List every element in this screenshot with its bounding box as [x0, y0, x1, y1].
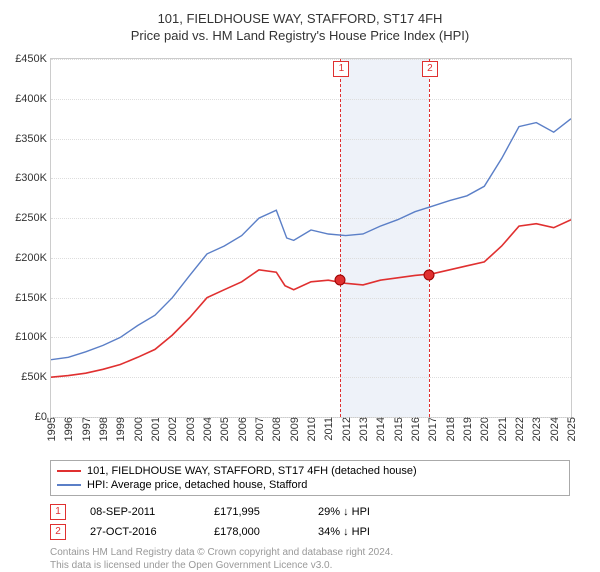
y-axis-label: £50K — [21, 371, 51, 383]
x-axis-label: 2006 — [235, 417, 249, 441]
chart-plot-area: £0£50K£100K£150K£200K£250K£300K£350K£400… — [50, 58, 572, 418]
copyright-text: Contains HM Land Registry data © Crown c… — [50, 546, 570, 572]
x-axis-label: 2009 — [287, 417, 301, 441]
sale-point — [423, 270, 434, 281]
y-axis-label: £200K — [15, 252, 51, 264]
x-axis-label: 2004 — [200, 417, 214, 441]
x-axis-label: 2000 — [131, 417, 145, 441]
sale-index-box: 1 — [50, 504, 66, 520]
y-axis-label: £150K — [15, 292, 51, 304]
x-axis-label: 2018 — [443, 417, 457, 441]
x-axis-label: 2021 — [495, 417, 509, 441]
x-axis-label: 2020 — [477, 417, 491, 441]
sale-index-box: 2 — [50, 524, 66, 540]
chart-svg — [51, 59, 571, 417]
x-axis-label: 2005 — [217, 417, 231, 441]
y-axis-label: £100K — [15, 331, 51, 343]
x-axis-label: 2015 — [391, 417, 405, 441]
series-hpi — [51, 119, 571, 360]
sale-row: 1 08-SEP-2011 £171,995 29% ↓ HPI — [50, 502, 570, 522]
copyright-line1: Contains HM Land Registry data © Crown c… — [50, 546, 570, 559]
copyright-line2: This data is licensed under the Open Gov… — [50, 559, 570, 572]
sale-delta: 29% ↓ HPI — [318, 506, 370, 518]
x-axis-label: 2016 — [408, 417, 422, 441]
x-axis-label: 2017 — [425, 417, 439, 441]
x-axis-label: 2010 — [304, 417, 318, 441]
y-axis-label: £350K — [15, 133, 51, 145]
legend-row: 101, FIELDHOUSE WAY, STAFFORD, ST17 4FH … — [57, 464, 563, 478]
x-axis-label: 2001 — [148, 417, 162, 441]
x-axis-label: 2025 — [564, 417, 578, 441]
sale-date: 27-OCT-2016 — [90, 526, 190, 538]
chart-container: 101, FIELDHOUSE WAY, STAFFORD, ST17 4FH … — [0, 0, 600, 560]
x-axis-label: 2024 — [547, 417, 561, 441]
x-axis-label: 2013 — [356, 417, 370, 441]
x-axis-label: 2014 — [373, 417, 387, 441]
legend-swatch — [57, 470, 81, 472]
sale-marker-box: 1 — [333, 61, 349, 77]
y-axis-label: £300K — [15, 172, 51, 184]
x-axis-label: 1996 — [61, 417, 75, 441]
sale-price: £178,000 — [214, 526, 294, 538]
sale-delta: 34% ↓ HPI — [318, 526, 370, 538]
sale-date: 08-SEP-2011 — [90, 506, 190, 518]
x-axis-label: 1995 — [44, 417, 58, 441]
legend-label: 101, FIELDHOUSE WAY, STAFFORD, ST17 4FH … — [87, 465, 417, 477]
legend-label: HPI: Average price, detached house, Staf… — [87, 479, 307, 491]
legend-section: 101, FIELDHOUSE WAY, STAFFORD, ST17 4FH … — [50, 460, 570, 572]
legend-row: HPI: Average price, detached house, Staf… — [57, 478, 563, 492]
x-axis-label: 2011 — [321, 417, 335, 441]
sales-table: 1 08-SEP-2011 £171,995 29% ↓ HPI 2 27-OCT-201… — [50, 502, 570, 542]
x-axis-label: 2022 — [512, 417, 526, 441]
x-axis-label: 2002 — [165, 417, 179, 441]
x-axis-label: 1998 — [96, 417, 110, 441]
x-axis-label: 2008 — [269, 417, 283, 441]
y-axis-label: £400K — [15, 93, 51, 105]
x-axis-label: 2012 — [339, 417, 353, 441]
y-axis-label: £250K — [15, 212, 51, 224]
x-axis-label: 1999 — [113, 417, 127, 441]
chart-title: 101, FIELDHOUSE WAY, STAFFORD, ST17 4FH — [0, 0, 600, 28]
series-price_paid — [51, 220, 571, 378]
x-axis-label: 2003 — [183, 417, 197, 441]
x-axis-label: 1997 — [79, 417, 93, 441]
sale-point — [335, 275, 346, 286]
sale-row: 2 27-OCT-2016 £178,000 34% ↓ HPI — [50, 522, 570, 542]
x-axis-label: 2007 — [252, 417, 266, 441]
sale-marker-box: 2 — [422, 61, 438, 77]
legend-swatch — [57, 484, 81, 486]
x-axis-label: 2019 — [460, 417, 474, 441]
gridline-horizontal — [51, 417, 571, 418]
sale-price: £171,995 — [214, 506, 294, 518]
y-axis-label: £450K — [15, 53, 51, 65]
legend-box: 101, FIELDHOUSE WAY, STAFFORD, ST17 4FH … — [50, 460, 570, 496]
chart-subtitle: Price paid vs. HM Land Registry's House … — [0, 28, 600, 51]
x-axis-label: 2023 — [529, 417, 543, 441]
